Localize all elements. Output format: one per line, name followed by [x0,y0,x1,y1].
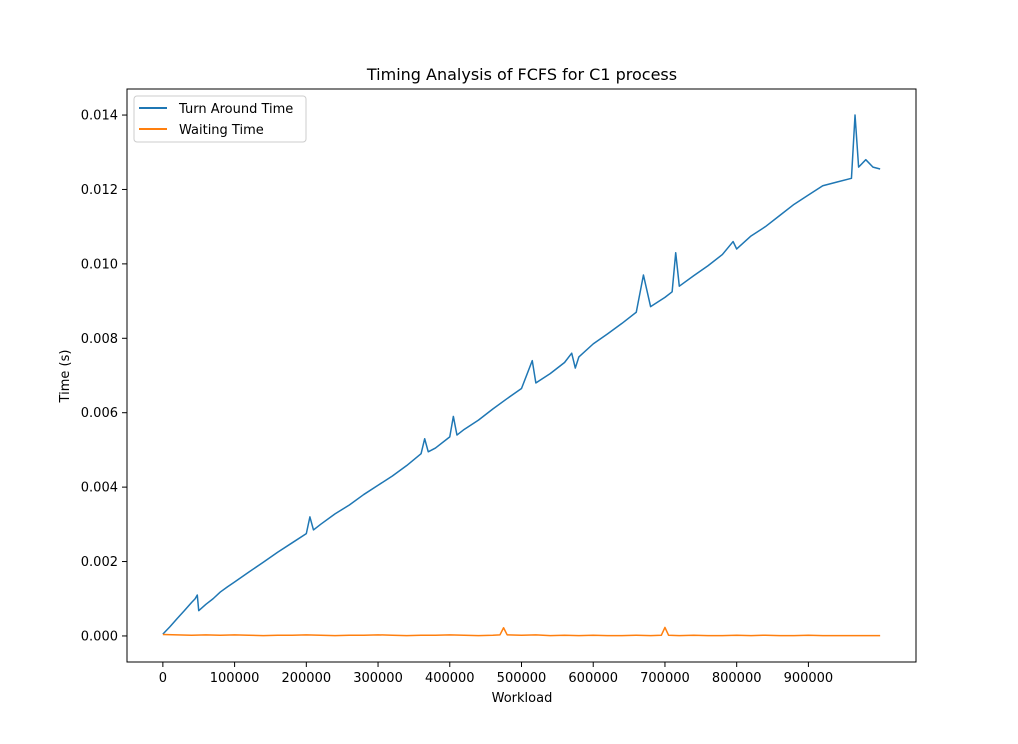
legend: Turn Around Time Waiting Time [133,95,307,143]
legend-label-waiting-time: Waiting Time [179,123,264,138]
series-line-waiting-time [162,626,881,637]
plot-area [126,88,917,663]
x-tick-label: 600000 [568,671,618,686]
legend-label-turn-around-time: Turn Around Time [178,102,293,117]
y-tick-label: 0.006 [81,406,118,421]
chart-title: Timing Analysis of FCFS for C1 process [366,65,677,84]
y-axis-label: Time (s) [58,350,73,404]
y-tick-label: 0.014 [81,109,118,124]
y-tick-label: 0.010 [81,257,118,272]
x-tick-label: 900000 [784,671,834,686]
y-tick-label: 0.012 [81,183,118,198]
x-axis-ticks: 0 100000 200000 300000 400000 500000 600000 700… [159,662,834,686]
series-layer [162,114,881,637]
x-tick-label: 500000 [497,671,547,686]
series-line-turn-around-time [162,114,881,635]
y-tick-label: 0.000 [81,629,118,644]
y-tick-label: 0.004 [81,481,118,496]
x-tick-label: 800000 [712,671,762,686]
y-axis-ticks: 0.000 0.002 0.004 0.006 0.008 0.010 0.012 0.014 [81,109,127,644]
y-tick-label: 0.008 [81,332,118,347]
x-tick-label: 400000 [425,671,475,686]
legend-box [133,95,307,143]
x-tick-label: 300000 [353,671,403,686]
axes-frame [126,88,917,663]
x-tick-label: 0 [159,671,167,686]
x-tick-label: 700000 [640,671,690,686]
y-tick-label: 0.002 [81,555,118,570]
x-axis-label: Workload [492,691,553,706]
x-tick-label: 100000 [210,671,260,686]
x-tick-label: 200000 [281,671,331,686]
